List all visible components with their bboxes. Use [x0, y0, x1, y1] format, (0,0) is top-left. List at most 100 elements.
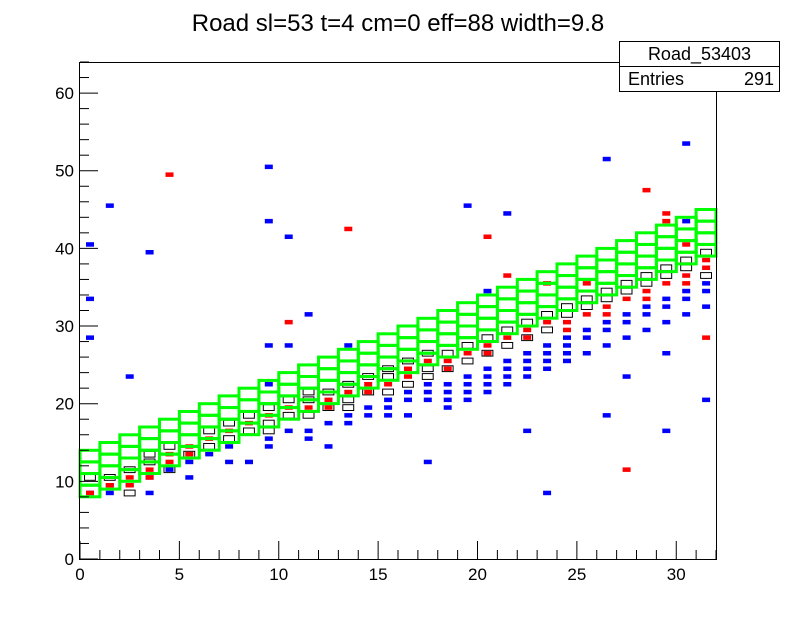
blue-cell — [543, 343, 552, 348]
road-band — [78, 208, 718, 499]
blue-cell — [105, 203, 114, 208]
road-cell — [615, 262, 638, 277]
blue-cell — [702, 397, 711, 403]
red-cell — [662, 211, 671, 216]
blue-cell — [423, 459, 432, 465]
blue-cell — [443, 382, 452, 387]
road-cell — [436, 332, 460, 347]
road-cell — [336, 359, 360, 375]
red-cell — [86, 490, 94, 496]
road-cell — [277, 371, 301, 386]
blue-cell — [225, 459, 234, 465]
red-cell — [642, 296, 651, 302]
road-cell — [436, 343, 460, 359]
red-cell — [602, 304, 611, 309]
red-cell — [702, 257, 711, 263]
road-cell — [515, 312, 539, 328]
road-cell — [654, 246, 678, 262]
road-cell — [118, 433, 142, 448]
blue-cell — [264, 343, 273, 348]
road-cell — [297, 386, 321, 402]
black-cell — [461, 342, 474, 349]
road-cell — [555, 285, 579, 301]
red-cell — [662, 281, 671, 286]
road-cell — [317, 367, 340, 382]
red-cell — [185, 451, 194, 457]
blue-cell — [463, 389, 472, 395]
blue-cell — [563, 335, 571, 340]
road-cell — [356, 340, 380, 355]
red-cell — [404, 374, 412, 379]
black-cell — [123, 489, 136, 497]
road-cell — [635, 243, 658, 258]
y-tick-label: 10 — [55, 472, 74, 491]
road-cell — [654, 235, 678, 250]
road-cell — [476, 316, 499, 332]
black-cell — [521, 334, 534, 342]
red-cell — [602, 312, 611, 317]
blue-cell — [145, 490, 154, 496]
red-cell — [702, 265, 711, 270]
road-cell — [237, 398, 261, 413]
road-cell — [555, 274, 579, 289]
road-cell — [694, 243, 718, 258]
plot-frame — [79, 62, 717, 560]
blue-cell — [503, 358, 512, 364]
x-tick-label: 10 — [269, 565, 288, 584]
road-cell — [376, 367, 400, 382]
axes: 0 5 10 15 20 25 30 0 10 20 30 40 50 60 — [55, 61, 717, 584]
red-cell — [682, 242, 691, 247]
blue-cell — [185, 459, 194, 465]
red-cell — [125, 475, 134, 480]
black-cell — [640, 279, 653, 287]
blue-cell — [86, 296, 94, 302]
blue-cell — [582, 327, 591, 333]
road-cell — [436, 320, 460, 336]
road-cell — [535, 305, 559, 320]
blue-cell — [642, 312, 651, 317]
black-cell — [441, 365, 454, 373]
road-cell — [336, 347, 360, 363]
black-cell — [262, 404, 275, 412]
road-cell — [515, 277, 539, 293]
blue-cell — [205, 451, 214, 457]
road-cell — [635, 266, 658, 281]
road-cell — [674, 250, 698, 266]
y-tick-label: 40 — [55, 239, 74, 258]
blue-cell — [364, 405, 373, 410]
blue-cell — [602, 413, 611, 418]
road-cell — [575, 266, 599, 281]
black-cell — [521, 318, 534, 326]
blue-cell — [602, 343, 611, 348]
blue-cell — [702, 304, 711, 309]
road-cell — [555, 262, 579, 277]
blue-cell — [384, 413, 393, 418]
blue-cell — [702, 288, 711, 294]
blue-cell — [682, 141, 691, 146]
road-cell — [376, 332, 400, 347]
red-cell — [364, 389, 373, 395]
road-cell — [515, 301, 539, 316]
black-cell — [282, 411, 295, 419]
blue-cell — [304, 436, 313, 441]
road-cell — [694, 208, 718, 223]
road-cell — [217, 394, 241, 409]
road-cell — [317, 355, 340, 371]
road-cell — [694, 219, 718, 235]
black-cell — [223, 419, 236, 427]
red-cell — [284, 319, 293, 325]
road-cell — [456, 324, 480, 340]
road-cell — [297, 363, 321, 378]
red-cell — [404, 366, 412, 371]
road-cell — [575, 254, 599, 270]
blue-cell — [503, 374, 512, 379]
y-tick-label: 30 — [55, 317, 74, 336]
road-cell — [595, 270, 619, 285]
road-cell — [118, 444, 142, 460]
blue-cell — [324, 444, 333, 449]
red-cell — [523, 335, 532, 340]
road-cell — [615, 239, 638, 254]
black-cell — [541, 311, 553, 318]
road-cell — [297, 375, 321, 390]
